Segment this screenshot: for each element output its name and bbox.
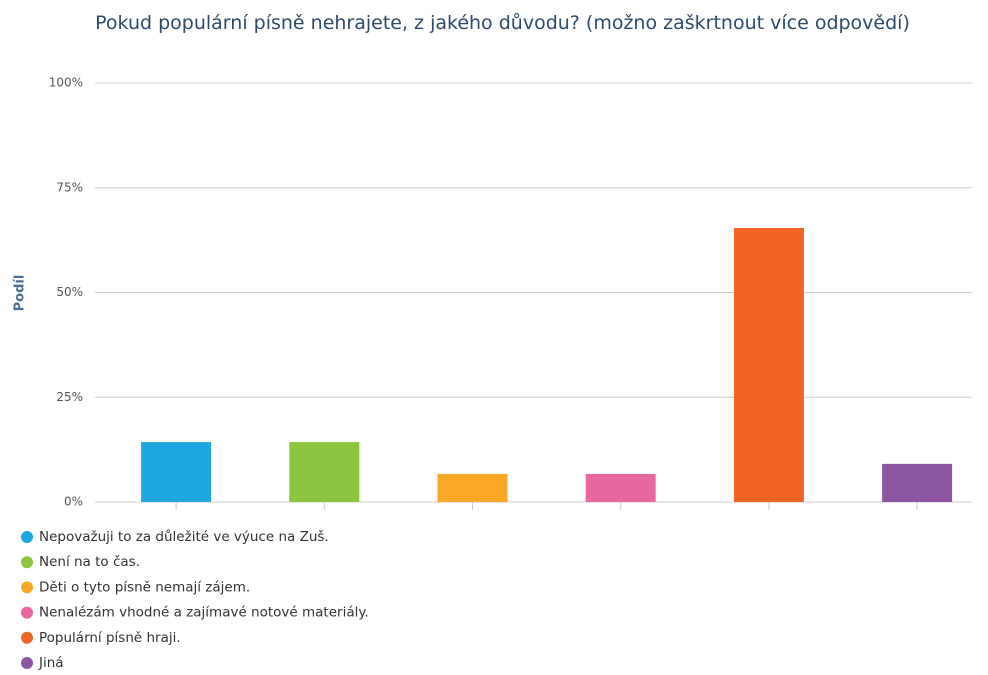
y-tick-label: 50% bbox=[56, 285, 83, 299]
legend-marker bbox=[21, 631, 33, 644]
bar bbox=[289, 442, 360, 502]
legend-marker bbox=[21, 606, 33, 619]
bar bbox=[437, 473, 508, 502]
y-tick-label: 100% bbox=[49, 76, 83, 90]
y-tick-label: 75% bbox=[56, 180, 83, 194]
legend-marker bbox=[21, 657, 33, 669]
chart-title: Pokud populární písně nehrajete, z jakéh… bbox=[95, 12, 910, 34]
legend-label: Populární písně hraji. bbox=[39, 630, 181, 646]
legend-marker bbox=[21, 556, 33, 569]
y-tick-label: 25% bbox=[56, 390, 83, 404]
bar bbox=[141, 442, 212, 502]
y-axis-label: Podíl bbox=[13, 275, 28, 312]
legend-marker bbox=[21, 531, 33, 543]
bar bbox=[733, 227, 804, 502]
bar bbox=[882, 463, 953, 502]
legend-label: Nepovažuji to za důležité ve výuce na Zu… bbox=[39, 529, 329, 545]
legend-label: Děti o tyto písně nemají zájem. bbox=[39, 579, 250, 595]
legend-label: Nenalézám vhodné a zajímavé notové mater… bbox=[39, 605, 369, 621]
bar bbox=[585, 473, 656, 502]
legend-label: Jiná bbox=[38, 655, 64, 671]
legend-label: Není na to čas. bbox=[39, 554, 140, 570]
y-tick-label: 0% bbox=[64, 495, 83, 509]
legend-marker bbox=[21, 581, 33, 594]
